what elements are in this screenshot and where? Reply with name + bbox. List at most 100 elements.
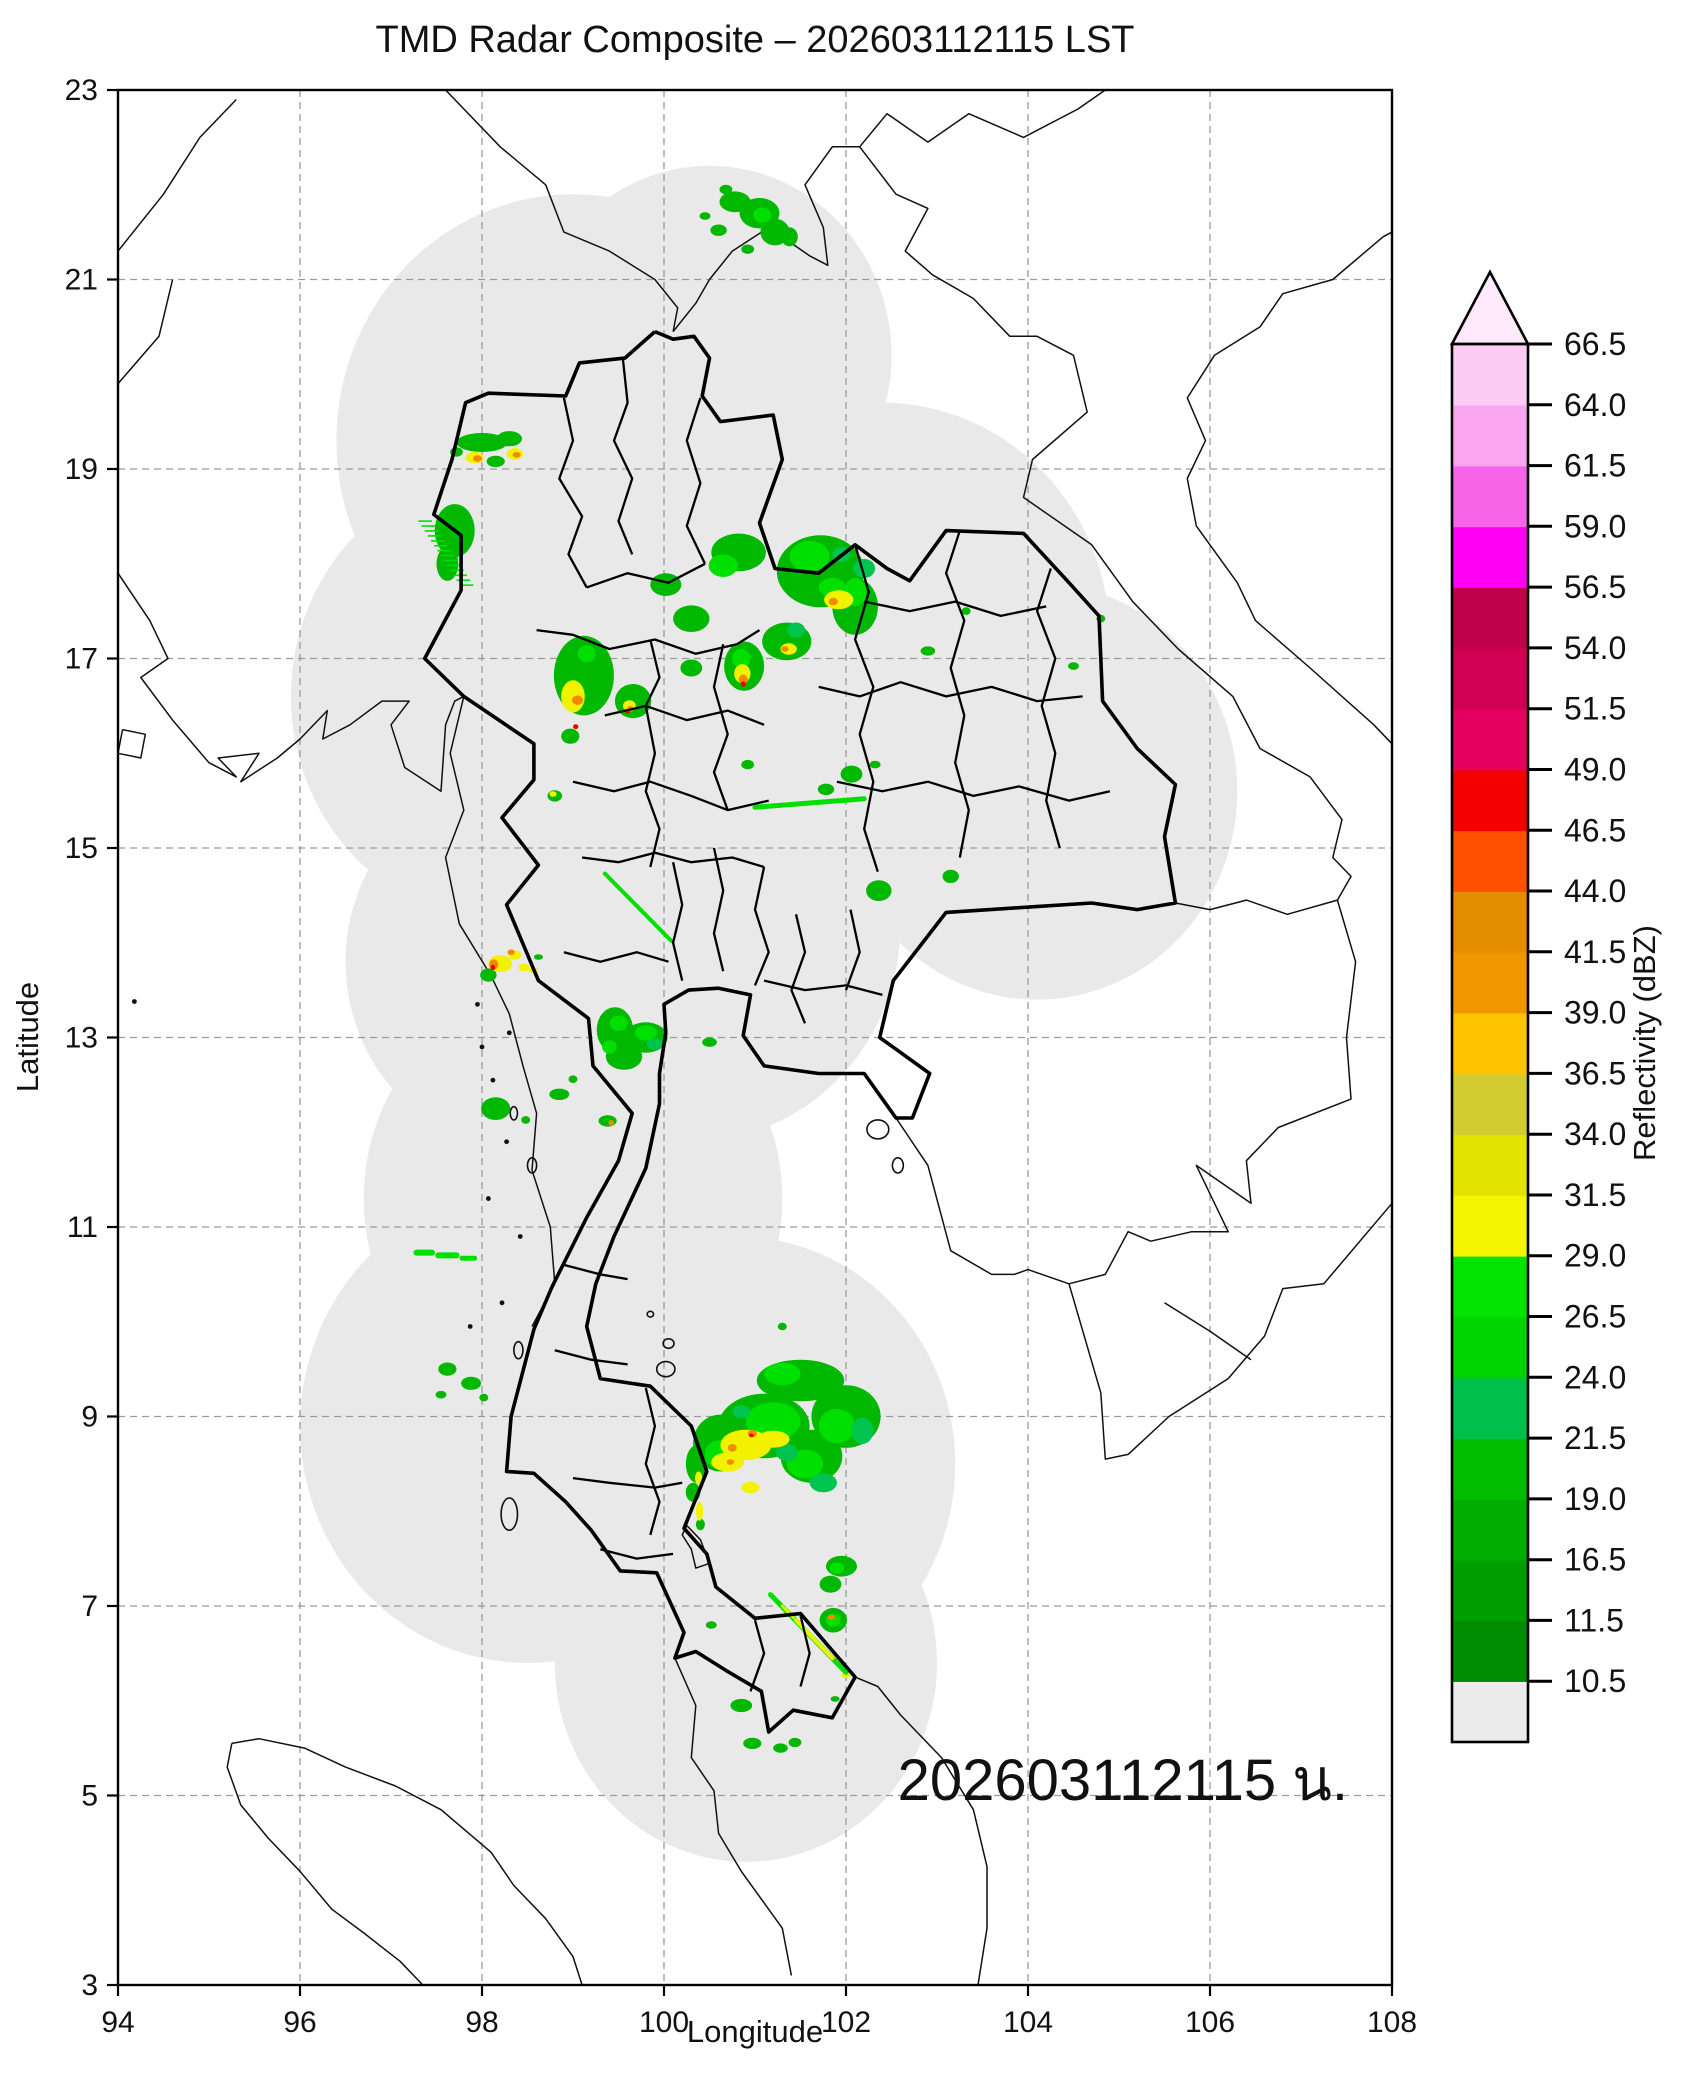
radar-echo [473,455,482,462]
radar-echoes [413,184,1106,1753]
colorbar-tick-label: 66.5 [1564,326,1626,362]
y-tick-label: 23 [65,74,98,107]
colorbar-tick-label: 34.0 [1564,1116,1626,1152]
radar-echo [705,1621,717,1629]
country-border-line [674,1657,793,1976]
radar-echo [577,645,596,663]
radar-echo [710,224,727,236]
radar-echo [851,1417,874,1444]
colorbar-segment [1452,344,1528,406]
country-border-line [445,89,679,332]
figure-title: TMD Radar Composite – 202603112115 LST [375,19,1134,61]
x-axis-title: Longitude [687,2014,823,2049]
province-border-line [749,1619,766,1692]
country-border-line [117,728,147,759]
radar-echo [646,1038,664,1050]
x-tick-label: 104 [1003,2006,1053,2039]
colorbar-tick-label: 26.5 [1564,1299,1626,1335]
y-tick-label: 5 [81,1780,98,1813]
colorbar-tick-label: 16.5 [1564,1542,1626,1578]
province-border-line [799,1615,811,1687]
y-tick-label: 17 [65,643,98,676]
colorbar-segment [1452,830,1528,892]
province-border-line [558,397,588,588]
province-border-line [1035,568,1061,849]
radar-echo [699,212,711,220]
radar-echo [740,681,746,687]
province-border-line [563,951,669,963]
province-border-line [572,1476,683,1489]
colorbar-segment [1452,708,1528,771]
country-border-line [895,1117,1393,1460]
country-border-line [1175,899,1338,916]
radar-echo [496,431,522,447]
radar-echo [753,207,772,223]
colorbar-tick-label: 46.5 [1564,812,1626,848]
island-dot [506,1030,512,1036]
radar-echo [572,695,583,705]
colorbar-segment [1452,1438,1528,1500]
y-tick-label: 11 [67,1211,98,1244]
radar-echo [561,728,580,744]
radar-echo [695,1501,704,1521]
radar-echo [756,1430,790,1448]
radar-echo [743,1737,762,1750]
x-tick-label: 108 [1367,2006,1417,2039]
radar-echo [775,1444,798,1461]
x-tick-label: 106 [1185,2006,1235,2039]
island-outline [509,1105,519,1121]
radar-echo [518,963,530,972]
island-outline [526,1157,538,1174]
island-dot [490,1077,496,1083]
colorbar-tick-label: 21.5 [1564,1420,1626,1456]
radar-echo [727,1444,737,1452]
radar-echo [480,968,497,982]
province-border-line [644,639,661,868]
radar-echo [719,184,733,195]
radar-echo [435,1390,447,1399]
radar-echo [456,433,508,452]
radar-echo [726,1459,735,1465]
x-tick-label: 96 [283,2006,316,2039]
plot-frame [116,88,1394,1987]
y-tick-label: 21 [65,264,98,297]
colorbar-tick-label: 64.0 [1564,387,1626,423]
radar-echo [481,1097,511,1120]
radar-echo [745,1402,801,1441]
colorbar-over-arrow [1449,269,1531,346]
radar-echo [841,1672,851,1678]
radar-echo [781,227,798,247]
colorbar-segment [1452,1377,1528,1439]
colorbar-segment [1452,465,1528,528]
country-border-line [231,1737,583,1986]
province-border-line [581,851,765,869]
radar-echo [961,607,971,615]
colorbar-tick-label: 59.0 [1564,508,1626,544]
radar-echo [827,1614,836,1621]
radar-echo [568,1075,578,1083]
province-border-line [844,909,861,991]
island-dot [504,1139,509,1145]
island-dot [475,1001,480,1007]
radar-echo [650,573,682,596]
colorbar: 10.5 11.5 16.5 19.0 21.5 24.0 26.5 29.0 31.5 34.0… [1449,269,1626,1744]
radar-echo [777,1322,787,1331]
province-border-line [600,1548,674,1560]
radar-echo [764,1362,801,1386]
colorbar-segment [1452,769,1528,832]
colorbar-tick-label: 19.0 [1564,1481,1626,1517]
radar-echo [702,1037,717,1047]
colorbar-tick-label: 49.0 [1564,752,1626,788]
province-border-line [572,780,769,812]
radar-echo [942,869,959,884]
radar-echo [830,1696,840,1702]
colorbar-tick-label: 44.0 [1564,873,1626,909]
radar-echo [512,452,521,458]
radar-echo [634,1025,657,1041]
island-dot [131,999,137,1004]
province-border-line [863,600,1047,618]
colorbar-segment [1452,1073,1528,1135]
island-outline [662,1338,675,1350]
radar-echo [438,1362,457,1376]
radar-echo [608,1120,614,1126]
